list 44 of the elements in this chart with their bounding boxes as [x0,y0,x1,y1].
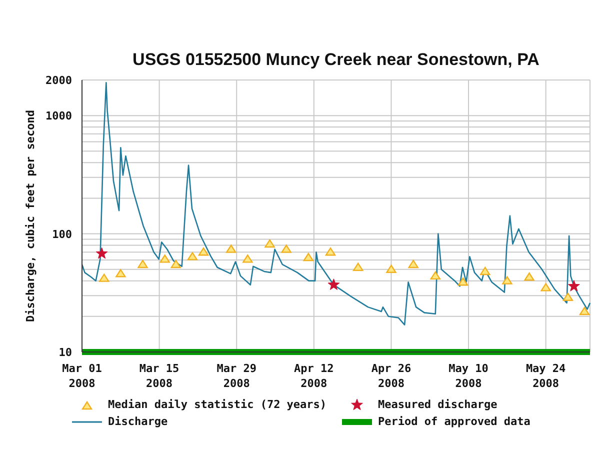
point [524,272,534,281]
point [116,269,126,278]
point [568,280,580,292]
point [138,260,148,268]
point [96,247,108,259]
y-axis-title: Discharge, cubic feet per second [24,110,37,322]
point [187,252,198,260]
legend-label: Measured discharge [378,398,498,411]
x-tick-label: May 10 2008 [448,362,488,390]
legend-label: Period of approved data [378,415,530,428]
y-tick-label: 10 [58,346,72,359]
point [264,239,275,248]
point [408,260,418,268]
x-tick-label: Mar 01 2008 [62,362,102,390]
y-tick-label: 1000 [46,110,72,123]
point [281,244,292,253]
point [303,252,314,262]
point [562,292,574,301]
point [328,278,340,290]
point [480,266,490,276]
x-tick-label: Mar 15 2008 [139,362,180,390]
legend-label: Discharge [108,415,168,428]
x-tick-label: May 24 2008 [526,362,566,390]
point [242,254,253,263]
point [160,254,170,263]
point [430,271,440,280]
chart-title: USGS 01552500 Muncy Creek near Sonestown, PA [132,50,540,70]
point [198,248,209,256]
y-tick-label: 100 [52,228,72,241]
point [226,244,236,253]
point [325,248,336,256]
point [386,264,396,273]
point [458,278,468,286]
point [98,274,110,282]
point [502,276,512,284]
x-tick-label: Apr 26 2008 [371,362,412,390]
x-tick-label: Apr 12 2008 [294,362,334,390]
point [540,283,551,292]
point [579,306,590,316]
y-tick-label: 2000 [46,74,72,87]
point [352,262,364,271]
x-tick-label: Mar 29 2008 [216,362,256,390]
legend-label: Median daily statistic (72 years) [108,398,327,411]
point [170,260,181,268]
